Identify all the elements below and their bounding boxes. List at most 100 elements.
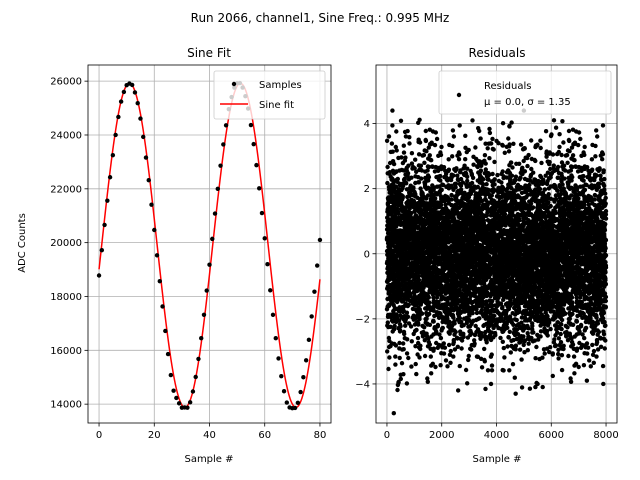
residuals-xlabel: Sample # (472, 454, 521, 465)
residual-point (425, 193, 431, 198)
sample-point-5 (110, 152, 116, 158)
residual-point (426, 174, 432, 180)
residual-point (463, 133, 468, 138)
residual-point (424, 149, 429, 154)
residual-point (446, 342, 452, 348)
sine-fit-ytick-label-2: 18000 (50, 292, 82, 303)
residual-point (398, 324, 403, 329)
residual-point (392, 323, 397, 329)
residual-point (422, 160, 427, 165)
residual-point (418, 163, 424, 168)
residual-point (418, 346, 423, 352)
sample-point-38 (201, 312, 207, 317)
residual-point (419, 168, 424, 173)
residual-point (441, 351, 447, 356)
residual-point (448, 348, 453, 354)
residual-point (400, 194, 405, 199)
residual-point (438, 178, 443, 183)
residual-point (450, 128, 456, 133)
residual-point (405, 171, 411, 176)
residual-point (413, 361, 418, 367)
residual-point (500, 169, 505, 174)
sine-fit-legend-box (213, 70, 326, 120)
residual-point (479, 365, 485, 370)
legend-sine-fit-label: Sine fit (259, 100, 294, 111)
residual-point (457, 316, 463, 321)
sine-fit-ytick-label-3: 20000 (50, 238, 82, 249)
residual-point (401, 150, 407, 155)
sample-point-20 (152, 227, 157, 233)
residuals-ytick-label-3: 2 (364, 184, 370, 195)
sample-point-68 (284, 400, 290, 405)
residual-point (385, 180, 390, 186)
sine-fit-ytick-label-6: 26000 (50, 77, 82, 88)
residual-point (427, 311, 432, 317)
residual-point (511, 141, 516, 146)
sine-fit-xtick-label-0: 0 (96, 430, 102, 441)
residual-point (431, 346, 436, 351)
residual-point (466, 353, 471, 359)
residual-point (509, 173, 515, 178)
sample-point-66 (279, 373, 284, 379)
sine-fit-xlabel: Sample # (184, 454, 233, 465)
residual-point (418, 343, 423, 348)
sample-point-56 (251, 141, 256, 147)
residual-point (452, 321, 457, 326)
figure-suptitle: Run 2066, channel1, Sine Freq.: 0.995 MH… (191, 11, 450, 25)
residual-point (417, 117, 422, 123)
residual-point (446, 157, 451, 162)
sample-point-27 (171, 388, 176, 393)
residual-point (425, 168, 430, 173)
residual-point (397, 355, 402, 361)
residual-point (480, 298, 485, 304)
residual-point (423, 138, 429, 144)
sample-point-18 (146, 178, 151, 183)
residual-point (485, 368, 491, 373)
residuals-title: Residuals (469, 46, 526, 60)
residual-point (482, 346, 487, 352)
residual-point (409, 210, 414, 216)
residual-point (399, 155, 404, 160)
residual-point (401, 347, 406, 352)
residual-point (423, 175, 428, 181)
residual-point (409, 339, 414, 344)
residual-point (406, 355, 411, 361)
residual-point (405, 128, 410, 134)
sine-fit-xtick-label-3: 60 (258, 430, 271, 441)
residual-point (386, 134, 392, 139)
residual-point (461, 334, 466, 340)
residual-point (514, 317, 519, 323)
sample-point-25 (165, 351, 171, 357)
sample-point-42 (212, 211, 218, 216)
residual-point (394, 148, 399, 153)
sample-point-39 (204, 288, 209, 293)
sample-point-77 (309, 314, 314, 319)
sample-point-74 (301, 375, 306, 380)
sample-point-59 (259, 210, 265, 216)
residual-point (387, 277, 392, 282)
residual-point (492, 182, 497, 187)
residual-point (387, 355, 392, 360)
residual-point (439, 144, 444, 150)
sine-fit-ytick-label-0: 14000 (50, 400, 82, 411)
residual-point (401, 143, 406, 148)
residual-point (472, 341, 477, 346)
residual-point (442, 345, 448, 350)
residual-point (427, 153, 432, 158)
residual-point (427, 322, 433, 327)
sample-point-79 (314, 263, 320, 268)
residual-point (477, 316, 482, 321)
residuals-xtick-label-0: 0 (384, 430, 390, 441)
residual-point (407, 141, 412, 146)
sample-point-62 (268, 288, 273, 293)
residual-point (384, 138, 390, 143)
residual-point (427, 300, 432, 305)
residual-point (388, 324, 393, 329)
residual-point (459, 346, 464, 351)
residual-point (431, 319, 436, 324)
residual-point (427, 342, 432, 347)
sample-point-71 (292, 405, 298, 411)
residual-point (487, 156, 492, 161)
residual-point (403, 134, 409, 139)
residual-point (433, 130, 438, 135)
